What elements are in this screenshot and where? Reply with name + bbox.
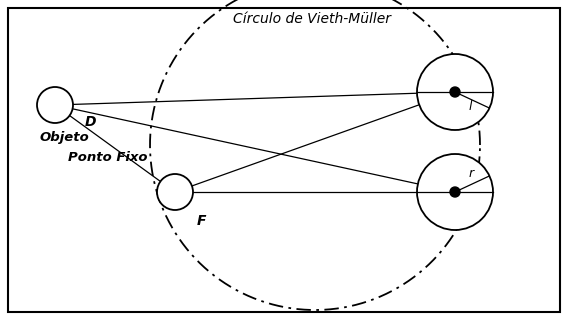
- Circle shape: [157, 174, 193, 210]
- Text: Ponto Fixo: Ponto Fixo: [68, 151, 147, 164]
- Circle shape: [37, 87, 73, 123]
- Circle shape: [417, 154, 493, 230]
- Circle shape: [417, 54, 493, 130]
- Text: l: l: [469, 100, 473, 113]
- Text: r: r: [469, 167, 474, 180]
- Circle shape: [450, 87, 460, 97]
- Text: Círculo de Vieth-Müller: Círculo de Vieth-Müller: [233, 12, 391, 26]
- Text: D: D: [85, 115, 97, 129]
- Circle shape: [450, 187, 460, 197]
- Text: Objeto: Objeto: [40, 131, 90, 144]
- Text: F: F: [197, 214, 207, 228]
